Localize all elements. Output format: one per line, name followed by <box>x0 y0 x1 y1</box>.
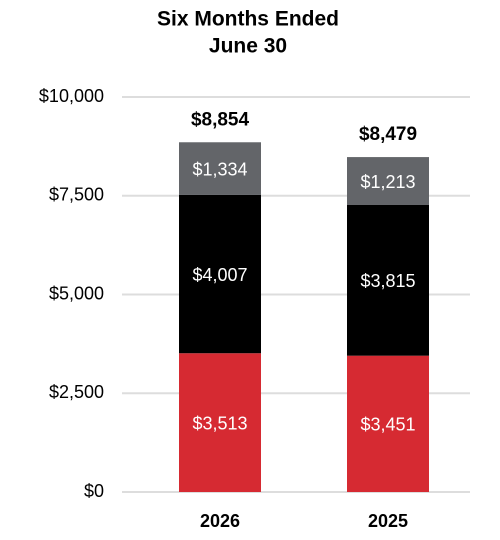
x-tick-label: 2026 <box>200 511 240 531</box>
x-tick-label: 2025 <box>368 511 408 531</box>
total-label: $8,854 <box>191 109 250 130</box>
value-label: $3,815 <box>360 271 415 291</box>
value-label: $1,334 <box>192 159 247 179</box>
y-tick-label: $2,500 <box>49 382 104 402</box>
bar-segment <box>179 142 261 195</box>
y-tick-label: $5,000 <box>49 283 104 303</box>
value-label: $1,213 <box>360 172 415 192</box>
total-label: $8,479 <box>359 124 417 145</box>
chart-title: Six Months Ended <box>157 8 339 31</box>
value-label: $3,451 <box>360 415 415 435</box>
bar-segment <box>347 355 429 492</box>
value-label: $4,007 <box>192 265 247 285</box>
bar-segment <box>179 194 261 354</box>
value-label: $3,513 <box>192 413 247 433</box>
bar-segment <box>347 157 429 205</box>
y-tick-label: $10,000 <box>39 86 104 106</box>
y-tick-label: $0 <box>84 481 104 501</box>
y-tick-label: $7,500 <box>49 185 104 205</box>
chart-title: June 30 <box>209 35 287 58</box>
bar-segment <box>179 353 261 492</box>
bar-segment <box>347 204 429 356</box>
